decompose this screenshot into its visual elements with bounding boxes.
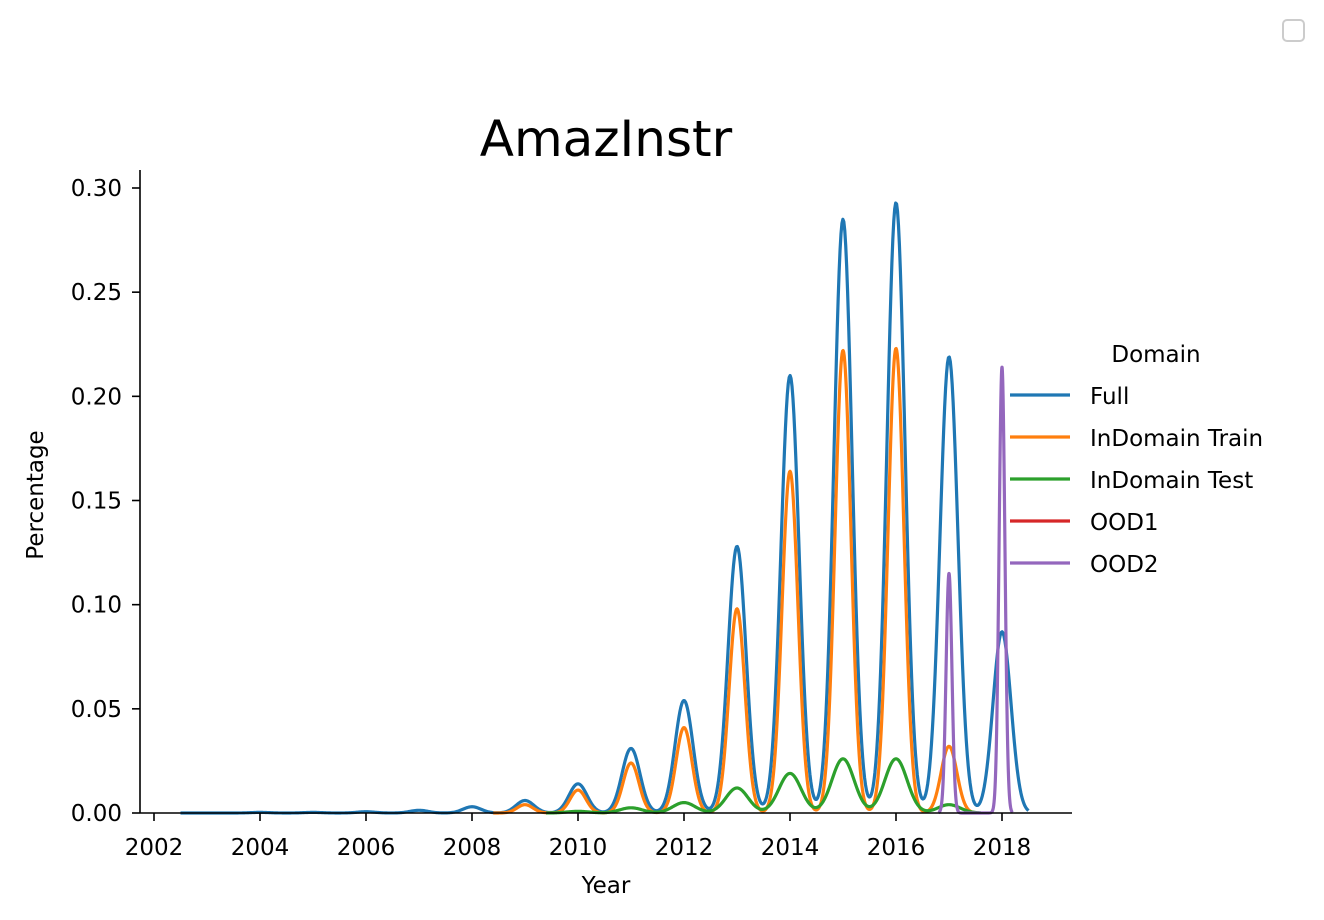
plot-area [179, 201, 1030, 815]
x-tick-label: 2006 [337, 835, 396, 861]
legend: Domain Full InDomain Train InDomain Test OO… [1010, 342, 1263, 578]
y-tick-label: 0.25 [71, 280, 122, 306]
x-tick-label: 2008 [443, 835, 502, 861]
x-tick-label: 2012 [655, 835, 714, 861]
x-tick-label: 2004 [231, 835, 290, 861]
y-axis-ticks: 0.00 0.05 0.10 0.15 0.20 0.25 0.30 [71, 176, 140, 827]
chart-title: AmazInstr [480, 110, 733, 168]
y-tick-label: 0.15 [71, 489, 122, 515]
y-axis-label: Percentage [23, 430, 49, 559]
series-line-full [179, 201, 1030, 815]
x-tick-label: 2014 [761, 835, 820, 861]
legend-label: OOD2 [1090, 552, 1159, 578]
x-axis-label: Year [581, 873, 631, 899]
y-tick-label: 0.00 [71, 801, 122, 827]
legend-label: InDomain Test [1090, 468, 1253, 494]
x-tick-label: 2010 [549, 835, 608, 861]
legend-label: OOD1 [1090, 510, 1159, 536]
legend-label: InDomain Train [1090, 426, 1263, 452]
y-tick-label: 0.10 [71, 593, 122, 619]
y-tick-label: 0.20 [71, 384, 122, 410]
series-line-indomain-test [545, 757, 982, 815]
legend-toggle-checkbox[interactable] [1282, 19, 1305, 42]
x-tick-label: 2002 [125, 835, 184, 861]
x-axis-ticks: 2002 2004 2006 2008 2010 2012 2014 2016 2018 [125, 813, 1032, 861]
legend-title: Domain [1111, 342, 1200, 368]
y-tick-label: 0.30 [71, 176, 122, 202]
x-tick-label: 2018 [973, 835, 1032, 861]
x-tick-label: 2016 [867, 835, 926, 861]
legend-label: Full [1090, 384, 1129, 410]
y-tick-label: 0.05 [71, 697, 122, 723]
series-line-indomain-train [492, 346, 977, 815]
